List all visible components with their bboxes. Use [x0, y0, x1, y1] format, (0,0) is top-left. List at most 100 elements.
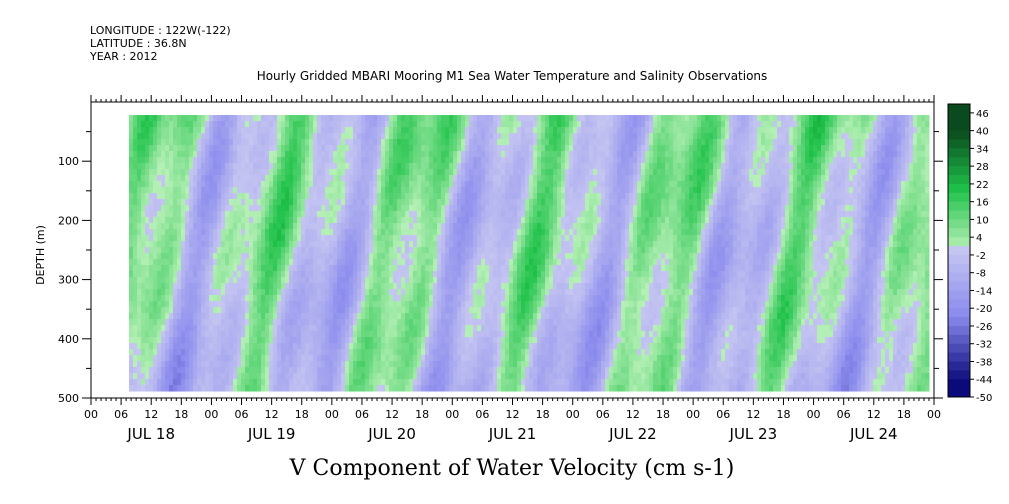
heatmap-cell [213, 259, 218, 266]
heatmap-cell [305, 337, 310, 344]
heatmap-cell [189, 325, 194, 332]
heatmap-cell [469, 217, 474, 224]
heatmap-cell [333, 259, 338, 266]
heatmap-cell [217, 367, 222, 374]
heatmap-cell [289, 367, 294, 374]
heatmap-cell [293, 145, 298, 152]
heatmap-cell [249, 307, 254, 314]
heatmap-cell [377, 115, 382, 122]
heatmap-cell [285, 229, 290, 236]
heatmap-cell [241, 199, 246, 206]
heatmap-cell [245, 337, 250, 344]
heatmap-cell [213, 265, 218, 272]
heatmap-cell [549, 379, 554, 386]
heatmap-cell [481, 325, 486, 332]
heatmap-cell [185, 163, 190, 170]
heatmap-cell [437, 151, 442, 158]
heatmap-cell [297, 319, 302, 326]
heatmap-cell [161, 217, 166, 224]
heatmap-cell [417, 343, 422, 350]
heatmap-cell [361, 205, 366, 212]
heatmap-cell [493, 193, 498, 200]
heatmap-cell [249, 271, 254, 278]
heatmap-cell [337, 259, 342, 266]
heatmap-cell [397, 325, 402, 332]
heatmap-cell [525, 313, 530, 320]
heatmap-cell [165, 181, 170, 188]
heatmap-cell [205, 181, 210, 188]
heatmap-cell [165, 289, 170, 296]
heatmap-cell [197, 139, 202, 146]
heatmap-cell [473, 199, 478, 206]
heatmap-cell [533, 253, 538, 260]
heatmap-cell [417, 157, 422, 164]
heatmap-cell [497, 181, 502, 188]
heatmap-cell [137, 355, 142, 362]
heatmap-cell [345, 355, 350, 362]
heatmap-cell [553, 277, 558, 284]
heatmap-cell [497, 259, 502, 266]
heatmap-cell [549, 349, 554, 356]
heatmap-cell [233, 187, 238, 194]
heatmap-cell [397, 223, 402, 230]
heatmap-cell [497, 265, 502, 272]
heatmap-cell [421, 181, 426, 188]
heatmap-cell [433, 349, 438, 356]
heatmap-cell [385, 349, 390, 356]
heatmap-cell [321, 151, 326, 158]
heatmap-cell [173, 193, 178, 200]
heatmap-cell [421, 271, 426, 278]
heatmap-cell [441, 277, 446, 284]
heatmap-cell [273, 277, 278, 284]
heatmap-cell [229, 301, 234, 308]
heatmap-cell [229, 217, 234, 224]
heatmap-cell [221, 331, 226, 338]
heatmap-cell [205, 265, 210, 272]
heatmap-cell [341, 337, 346, 344]
heatmap-cell [201, 307, 206, 314]
heatmap-cell [277, 301, 282, 308]
heatmap-cell [385, 241, 390, 248]
heatmap-cell [345, 235, 350, 242]
heatmap-cell [185, 127, 190, 134]
heatmap-cell [173, 181, 178, 188]
heatmap-cell [153, 121, 158, 128]
heatmap-cell [273, 235, 278, 242]
heatmap-cell [393, 265, 398, 272]
heatmap-cell [437, 163, 442, 170]
heatmap-cell [401, 169, 406, 176]
heatmap-cell [413, 331, 418, 338]
heatmap-cell [545, 367, 550, 374]
heatmap-cell [205, 229, 210, 236]
heatmap-cell [433, 379, 438, 386]
heatmap-cell [329, 343, 334, 350]
heatmap-cell [389, 241, 394, 248]
heatmap-cell [461, 301, 466, 308]
heatmap-cell [357, 139, 362, 146]
heatmap-cell [229, 229, 234, 236]
heatmap-cell [365, 331, 370, 338]
heatmap-cell [157, 241, 162, 248]
heatmap-cell [389, 379, 394, 386]
heatmap-cell [477, 271, 482, 278]
heatmap-cell [501, 229, 506, 236]
heatmap-cell [369, 181, 374, 188]
heatmap-cell [137, 163, 142, 170]
heatmap-cell [401, 133, 406, 140]
heatmap-cell [233, 343, 238, 350]
heatmap-cell [189, 319, 194, 326]
heatmap-cell [165, 169, 170, 176]
heatmap-cell [229, 355, 234, 362]
heatmap-cell [421, 343, 426, 350]
heatmap-cell [177, 331, 182, 338]
heatmap-cell [337, 169, 342, 176]
heatmap-cell [397, 169, 402, 176]
heatmap-cell [333, 187, 338, 194]
heatmap-cell [213, 349, 218, 356]
heatmap-cell [149, 115, 154, 122]
heatmap-cell [317, 295, 322, 302]
heatmap-cell [401, 289, 406, 296]
heatmap-cell [261, 367, 266, 374]
heatmap-cell [285, 151, 290, 158]
heatmap-cell [189, 115, 194, 122]
